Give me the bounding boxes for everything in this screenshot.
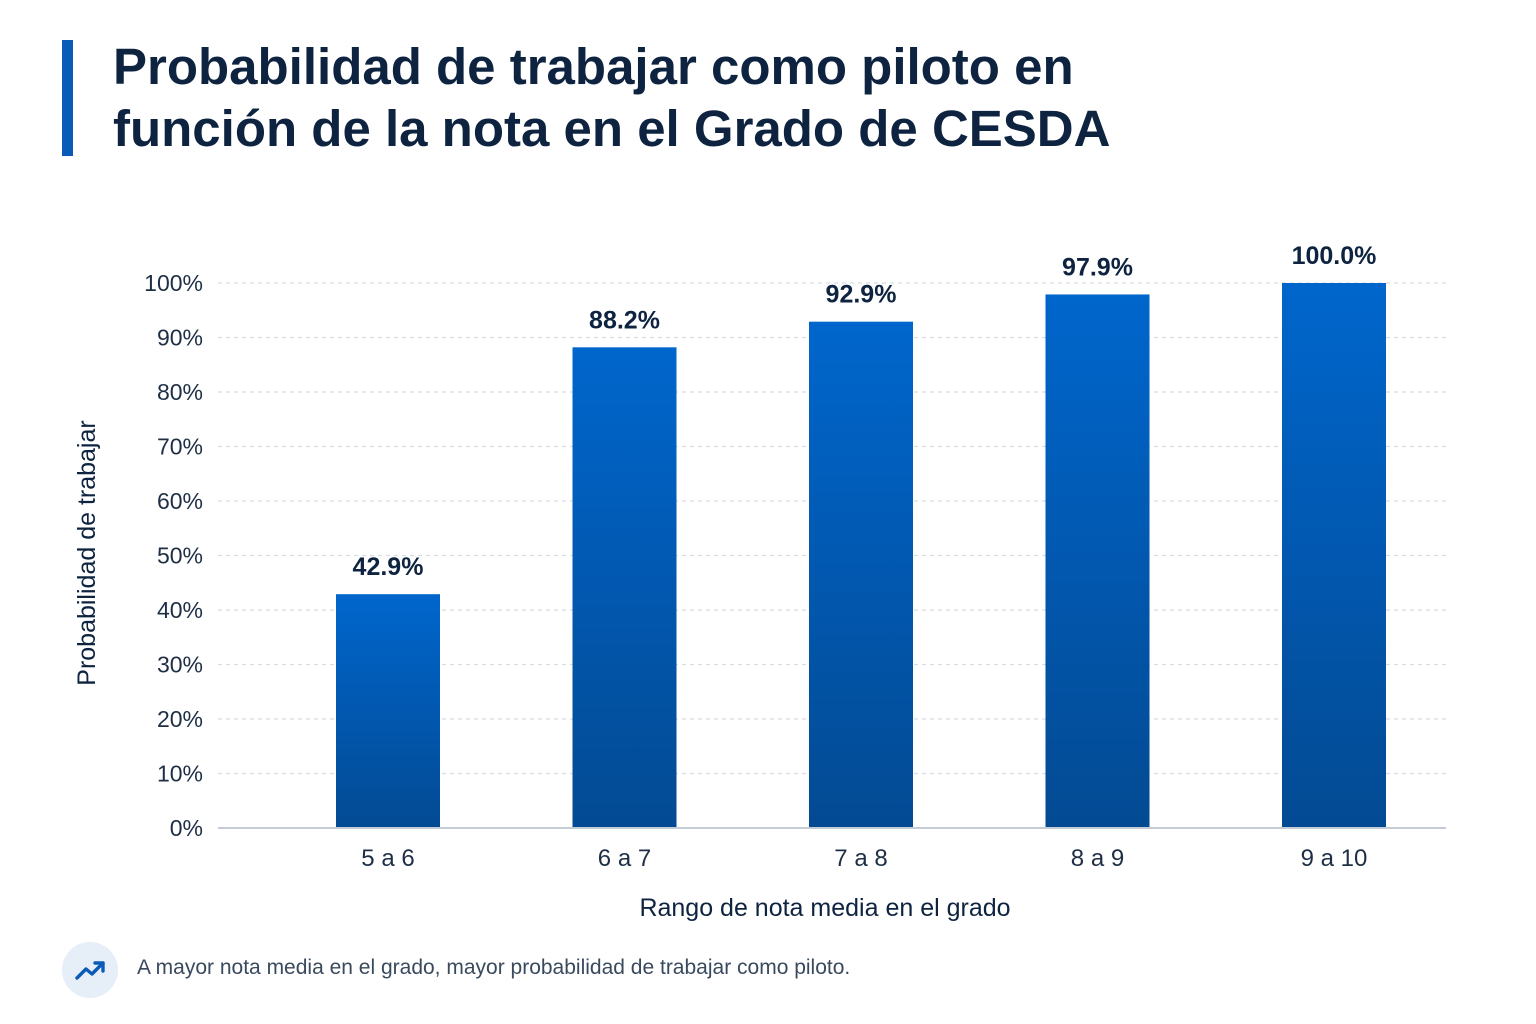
y-tick-label: 100% bbox=[144, 270, 203, 296]
trend-up-icon bbox=[62, 942, 118, 998]
x-axis-ticks: 5 a 6 6 a 7 7 a 8 8 a 9 9 a 10 bbox=[361, 845, 1367, 872]
y-tick-label: 90% bbox=[157, 325, 203, 351]
bar-value-label: 100.0% bbox=[1292, 242, 1377, 270]
y-tick-label: 80% bbox=[157, 379, 203, 405]
chart-title-line-2: función de la nota en el Grado de CESDA bbox=[113, 100, 1111, 157]
y-tick-label: 30% bbox=[157, 652, 203, 678]
y-axis-ticks: 0% 10% 20% 30% 40% 50% 60% 70% 80% 90% 100% bbox=[144, 270, 203, 841]
bar bbox=[572, 347, 677, 828]
y-tick-label: 40% bbox=[157, 597, 203, 623]
bar-value-label: 88.2% bbox=[589, 306, 660, 334]
x-tick-label: 8 a 9 bbox=[1071, 845, 1124, 872]
chart-title: Probabilidad de trabajar como piloto en … bbox=[113, 36, 1413, 160]
bar-value-label: 97.9% bbox=[1062, 253, 1133, 281]
chart-title-line-1: Probabilidad de trabajar como piloto en bbox=[113, 38, 1074, 95]
bar bbox=[809, 321, 913, 828]
x-tick-label: 6 a 7 bbox=[598, 845, 651, 872]
y-tick-label: 20% bbox=[157, 706, 203, 732]
y-tick-label: 60% bbox=[157, 488, 203, 514]
y-tick-label: 70% bbox=[157, 434, 203, 460]
x-tick-label: 5 a 6 bbox=[361, 845, 414, 872]
y-axis-label: Probabilidad de trabajar bbox=[73, 420, 101, 685]
y-tick-label: 50% bbox=[157, 543, 203, 569]
y-tick-label: 10% bbox=[157, 761, 203, 787]
x-tick-label: 7 a 8 bbox=[834, 845, 887, 872]
bars: 42.9% 88.2% 92.9% 97.9% 100.0% bbox=[336, 242, 1386, 828]
x-tick-label: 9 a 10 bbox=[1301, 845, 1368, 872]
footer-note: A mayor nota media en el grado, mayor pr… bbox=[137, 956, 851, 979]
bar bbox=[1282, 283, 1386, 828]
bar bbox=[1045, 294, 1150, 828]
x-axis-label: Rango de nota media en el grado bbox=[639, 894, 1010, 922]
bar-value-label: 92.9% bbox=[826, 281, 897, 309]
bar-value-label: 42.9% bbox=[353, 553, 424, 581]
bar-chart: 0% 10% 20% 30% 40% 50% 60% 70% 80% 90% 100% 42.9% 8… bbox=[73, 242, 1446, 922]
bar bbox=[336, 594, 440, 828]
y-tick-label: 0% bbox=[170, 815, 203, 841]
title-accent-bar bbox=[62, 40, 73, 156]
